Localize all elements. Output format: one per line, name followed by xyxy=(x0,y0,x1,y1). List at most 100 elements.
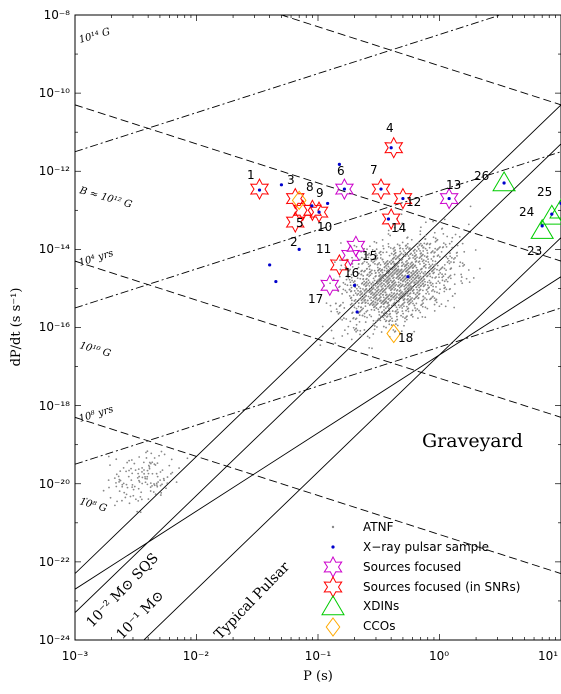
atnf-point xyxy=(377,318,379,321)
atnf-point xyxy=(411,254,414,257)
atnf-point xyxy=(147,498,150,500)
atnf-point xyxy=(389,247,392,249)
source-label: 1 xyxy=(247,168,255,182)
atnf-point xyxy=(414,277,417,280)
snr-source-star xyxy=(393,187,413,210)
atnf-point xyxy=(415,260,417,263)
atnf-point xyxy=(440,250,443,253)
atnf-point xyxy=(424,306,427,309)
atnf-point xyxy=(383,306,385,308)
snr-source-star xyxy=(285,187,305,210)
atnf-point xyxy=(367,263,370,265)
atnf-point xyxy=(380,311,383,314)
atnf-point xyxy=(392,329,395,331)
atnf-point xyxy=(385,270,388,273)
atnf-point xyxy=(341,318,344,321)
atnf-point xyxy=(385,274,387,277)
atnf-point xyxy=(351,256,353,259)
atnf-point xyxy=(439,288,441,291)
atnf-point xyxy=(441,246,444,249)
atnf-point xyxy=(384,307,387,310)
atnf-point xyxy=(358,311,361,313)
atnf-point xyxy=(397,281,400,284)
atnf-point xyxy=(380,269,383,271)
atnf-point xyxy=(389,267,391,270)
atnf-point xyxy=(445,256,448,258)
atnf-point xyxy=(381,291,384,293)
atnf-point xyxy=(409,253,412,256)
atnf-point xyxy=(158,454,160,457)
atnf-point xyxy=(410,285,412,288)
atnf-point xyxy=(410,261,413,264)
atnf-point xyxy=(355,287,358,290)
atnf-point xyxy=(163,453,166,456)
atnf-point xyxy=(368,268,371,271)
atnf-point xyxy=(347,270,350,273)
x-tick-label: 10⁻² xyxy=(183,649,210,663)
atnf-point xyxy=(368,313,371,316)
atnf-point xyxy=(388,254,391,257)
atnf-point xyxy=(374,252,377,255)
atnf-point xyxy=(155,472,158,475)
atnf-point xyxy=(459,261,462,264)
atnf-point xyxy=(371,288,374,291)
atnf-point xyxy=(401,258,404,260)
atnf-point xyxy=(139,511,142,514)
atnf-point xyxy=(332,278,335,281)
atnf-point xyxy=(405,318,408,321)
atnf-point xyxy=(446,280,449,283)
atnf-point xyxy=(426,275,429,278)
atnf-point xyxy=(382,303,385,306)
atnf-point xyxy=(138,479,140,482)
atnf-point xyxy=(426,290,429,293)
atnf-point xyxy=(420,304,422,307)
atnf-point xyxy=(375,280,378,283)
atnf-point xyxy=(341,335,344,337)
atnf-point xyxy=(426,284,429,287)
atnf-point xyxy=(443,287,446,290)
atnf-point xyxy=(395,289,398,292)
atnf-point xyxy=(467,223,470,226)
atnf-point xyxy=(368,346,371,349)
atnf-point xyxy=(409,289,411,292)
atnf-point xyxy=(443,290,446,293)
b-field-line xyxy=(280,15,561,106)
atnf-point xyxy=(404,265,406,268)
atnf-point xyxy=(372,261,375,264)
atnf-point xyxy=(377,269,380,271)
atnf-point xyxy=(401,296,404,299)
atnf-point xyxy=(403,305,405,308)
atnf-point xyxy=(175,481,178,484)
atnf-point xyxy=(417,248,420,250)
atnf-point xyxy=(140,498,143,501)
atnf-point xyxy=(382,280,385,283)
atnf-point xyxy=(451,246,454,249)
atnf-point xyxy=(428,279,431,282)
atnf-point xyxy=(142,461,145,464)
atnf-point xyxy=(374,256,377,259)
atnf-point xyxy=(432,236,435,239)
atnf-point xyxy=(382,299,385,302)
xray-pulsar-point xyxy=(447,196,451,201)
atnf-point xyxy=(420,271,423,273)
atnf-point xyxy=(386,259,389,262)
source-markers xyxy=(249,136,561,344)
age-line xyxy=(75,15,502,153)
atnf-point xyxy=(351,311,354,314)
atnf-point xyxy=(371,304,374,307)
atnf-point xyxy=(438,246,441,249)
atnf-point xyxy=(428,293,430,295)
atnf-point xyxy=(453,306,456,309)
atnf-point xyxy=(391,317,393,320)
atnf-point xyxy=(369,271,372,273)
atnf-point xyxy=(368,297,371,300)
atnf-point xyxy=(107,455,110,458)
atnf-point xyxy=(119,470,122,472)
legend-atnf-dot xyxy=(331,525,335,529)
atnf-point xyxy=(413,304,416,307)
atnf-point xyxy=(371,294,374,297)
atnf-point xyxy=(414,293,417,296)
atnf-point xyxy=(448,275,451,278)
atnf-point xyxy=(406,246,409,249)
atnf-point xyxy=(412,292,415,294)
